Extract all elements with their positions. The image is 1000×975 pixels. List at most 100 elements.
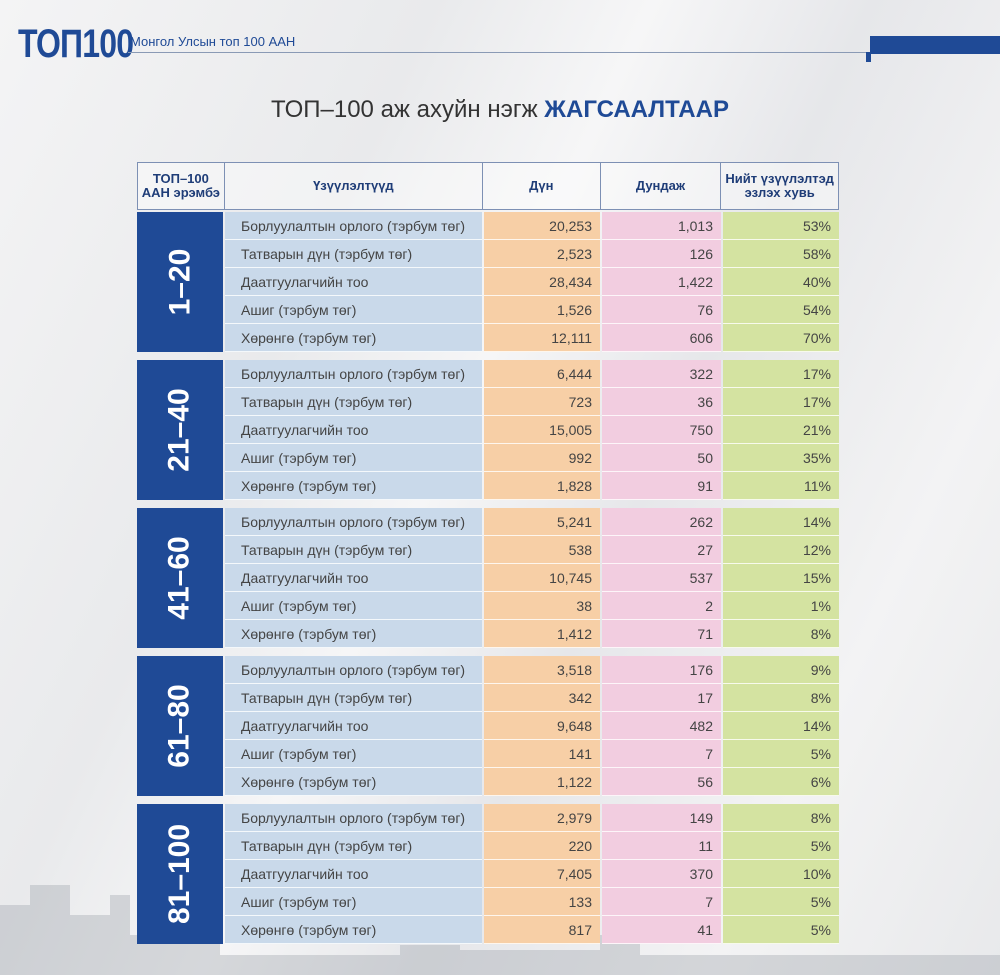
header-subtitle: Монгол Улсын топ 100 ААН bbox=[130, 34, 296, 49]
indicator-cell: Ашиг (тэрбум төг) bbox=[225, 740, 482, 768]
indicator-cell: Ашиг (тэрбум төг) bbox=[225, 444, 482, 472]
share-cell: 21% bbox=[723, 416, 839, 444]
page-title-bold: ЖАГСААЛТААР bbox=[544, 96, 729, 123]
table-row: Борлуулалтын орлого (тэрбум төг) 3,518 176… bbox=[225, 656, 839, 684]
header-accent-bar bbox=[870, 36, 1000, 54]
indicator-cell: Ашиг (тэрбум төг) bbox=[225, 888, 482, 916]
total-cell: 20,253 bbox=[484, 212, 600, 240]
average-cell: 482 bbox=[602, 712, 721, 740]
page-title: ТОП–100 аж ахуйн нэгж ЖАГСААЛТААР bbox=[0, 96, 1000, 124]
col-share: Нийт үзүүлэлтэд эзлэх хувь bbox=[725, 170, 834, 200]
share-cell: 35% bbox=[723, 444, 839, 472]
table-row: Ашиг (тэрбум төг) 1,526 76 54% bbox=[225, 296, 839, 324]
rank-group: 21–40 Борлуулалтын орлого (тэрбум төг) 6,4… bbox=[137, 360, 839, 500]
rank-group: 1–20 Борлуулалтын орлого (тэрбум төг) 20,2… bbox=[137, 212, 839, 352]
share-cell: 1% bbox=[723, 592, 839, 620]
rank-label: 81–100 bbox=[163, 823, 197, 925]
total-cell: 1,828 bbox=[484, 472, 600, 500]
total-cell: 5,241 bbox=[484, 508, 600, 536]
share-cell: 17% bbox=[723, 360, 839, 388]
share-cell: 9% bbox=[723, 656, 839, 684]
rank-label-cell: 41–60 bbox=[137, 508, 223, 648]
total-cell: 538 bbox=[484, 536, 600, 564]
rank-label: 41–60 bbox=[163, 536, 196, 620]
table-row: Татварын дүн (тэрбум төг) 220 11 5% bbox=[225, 832, 839, 860]
rank-group: 61–80 Борлуулалтын орлого (тэрбум төг) 3,5… bbox=[137, 656, 839, 796]
average-cell: 149 bbox=[602, 804, 721, 832]
average-cell: 2 bbox=[602, 592, 721, 620]
average-cell: 41 bbox=[602, 916, 721, 944]
share-cell: 70% bbox=[723, 324, 839, 352]
share-cell: 5% bbox=[723, 916, 839, 944]
rank-label: 21–40 bbox=[163, 388, 196, 472]
average-cell: 91 bbox=[602, 472, 721, 500]
average-cell: 322 bbox=[602, 360, 721, 388]
indicator-cell: Татварын дүн (тэрбум төг) bbox=[225, 388, 482, 416]
share-cell: 14% bbox=[723, 508, 839, 536]
average-cell: 370 bbox=[602, 860, 721, 888]
indicator-cell: Борлуулалтын орлого (тэрбум төг) bbox=[225, 804, 482, 832]
share-cell: 8% bbox=[723, 684, 839, 712]
average-cell: 1,422 bbox=[602, 268, 721, 296]
share-cell: 8% bbox=[723, 804, 839, 832]
average-cell: 262 bbox=[602, 508, 721, 536]
total-cell: 817 bbox=[484, 916, 600, 944]
table-row: Татварын дүн (тэрбум төг) 723 36 17% bbox=[225, 388, 839, 416]
average-cell: 76 bbox=[602, 296, 721, 324]
indicator-cell: Ашиг (тэрбум төг) bbox=[225, 296, 482, 324]
average-cell: 36 bbox=[602, 388, 721, 416]
indicator-cell: Хөрөнгө (тэрбум төг) bbox=[225, 768, 482, 796]
table-row: Хөрөнгө (тэрбум төг) 12,111 606 70% bbox=[225, 324, 839, 352]
total-cell: 992 bbox=[484, 444, 600, 472]
rank-label: 61–80 bbox=[163, 684, 196, 768]
table-row: Даатгуулагчийн тоо 10,745 537 15% bbox=[225, 564, 839, 592]
total-cell: 6,444 bbox=[484, 360, 600, 388]
table-row: Даатгуулагчийн тоо 7,405 370 10% bbox=[225, 860, 839, 888]
table-row: Ашиг (тэрбум төг) 141 7 5% bbox=[225, 740, 839, 768]
col-indicator: Үзүүлэлтүүд bbox=[225, 163, 484, 209]
share-cell: 5% bbox=[723, 888, 839, 916]
table-row: Даатгуулагчийн тоо 15,005 750 21% bbox=[225, 416, 839, 444]
total-cell: 1,122 bbox=[484, 768, 600, 796]
total-cell: 342 bbox=[484, 684, 600, 712]
share-cell: 40% bbox=[723, 268, 839, 296]
table-row: Борлуулалтын орлого (тэрбум төг) 6,444 322… bbox=[225, 360, 839, 388]
total-cell: 2,979 bbox=[484, 804, 600, 832]
share-cell: 11% bbox=[723, 472, 839, 500]
total-cell: 1,412 bbox=[484, 620, 600, 648]
indicator-cell: Борлуулалтын орлого (тэрбум төг) bbox=[225, 212, 482, 240]
share-cell: 6% bbox=[723, 768, 839, 796]
share-cell: 10% bbox=[723, 860, 839, 888]
table-row: Татварын дүн (тэрбум төг) 538 27 12% bbox=[225, 536, 839, 564]
average-cell: 7 bbox=[602, 888, 721, 916]
average-cell: 7 bbox=[602, 740, 721, 768]
total-cell: 1,526 bbox=[484, 296, 600, 324]
average-cell: 56 bbox=[602, 768, 721, 796]
rank-label-cell: 61–80 bbox=[137, 656, 223, 796]
table-row: Татварын дүн (тэрбум төг) 342 17 8% bbox=[225, 684, 839, 712]
indicator-cell: Татварын дүн (тэрбум төг) bbox=[225, 240, 482, 268]
total-cell: 9,648 bbox=[484, 712, 600, 740]
indicator-cell: Хөрөнгө (тэрбум төг) bbox=[225, 324, 482, 352]
average-cell: 126 bbox=[602, 240, 721, 268]
share-cell: 5% bbox=[723, 832, 839, 860]
share-cell: 8% bbox=[723, 620, 839, 648]
indicator-cell: Даатгуулагчийн тоо bbox=[225, 416, 482, 444]
table-header: ТОП–100 ААН эрэмбэ Үзүүлэлтүүд Дүн Дунда… bbox=[137, 162, 839, 210]
average-cell: 27 bbox=[602, 536, 721, 564]
average-cell: 71 bbox=[602, 620, 721, 648]
indicator-cell: Борлуулалтын орлого (тэрбум төг) bbox=[225, 360, 482, 388]
share-cell: 58% bbox=[723, 240, 839, 268]
total-cell: 723 bbox=[484, 388, 600, 416]
rank-label-cell: 21–40 bbox=[137, 360, 223, 500]
average-cell: 176 bbox=[602, 656, 721, 684]
top100-logo: ТОП100 bbox=[18, 22, 134, 66]
average-cell: 1,013 bbox=[602, 212, 721, 240]
average-cell: 17 bbox=[602, 684, 721, 712]
total-cell: 15,005 bbox=[484, 416, 600, 444]
table-row: Борлуулалтын орлого (тэрбум төг) 20,253 1,… bbox=[225, 212, 839, 240]
col-rank: ТОП–100 ААН эрэмбэ bbox=[138, 163, 225, 209]
share-cell: 53% bbox=[723, 212, 839, 240]
table-row: Ашиг (тэрбум төг) 992 50 35% bbox=[225, 444, 839, 472]
share-cell: 15% bbox=[723, 564, 839, 592]
